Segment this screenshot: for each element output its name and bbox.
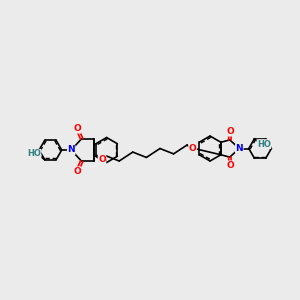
Text: O: O: [73, 167, 81, 176]
Text: N: N: [236, 144, 243, 153]
Text: HO: HO: [27, 149, 41, 158]
Text: O: O: [226, 161, 234, 170]
Text: O: O: [98, 155, 106, 164]
Text: O: O: [226, 127, 234, 136]
Text: O: O: [189, 144, 196, 153]
Text: HO: HO: [257, 140, 271, 148]
Text: O: O: [73, 124, 81, 133]
Text: N: N: [68, 146, 75, 154]
